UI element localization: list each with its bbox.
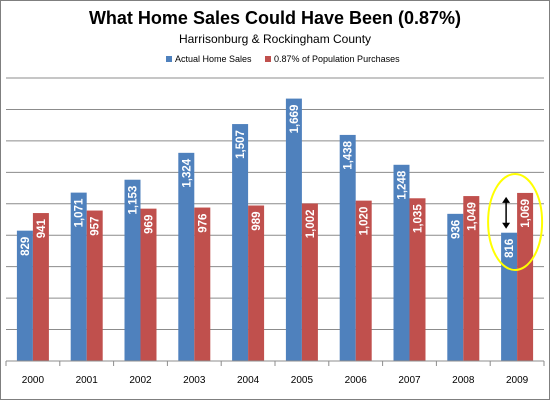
bar-population bbox=[194, 207, 211, 361]
data-label-population: 969 bbox=[144, 215, 156, 234]
bar-actual bbox=[70, 192, 87, 361]
bar-population bbox=[463, 196, 480, 361]
data-label-population: 941 bbox=[36, 218, 48, 238]
annotation bbox=[487, 173, 544, 271]
data-labels: 829 941 1,071 957 1,153 969 1,324 976 1,507 989 1,… bbox=[20, 105, 532, 258]
bar-actual bbox=[124, 179, 141, 361]
bar-population bbox=[355, 200, 372, 361]
bar-actual bbox=[285, 98, 302, 362]
data-label-actual: 1,669 bbox=[289, 105, 301, 134]
arrow-up-icon bbox=[502, 196, 511, 203]
data-label-actual: 1,071 bbox=[74, 198, 86, 227]
bar-population bbox=[86, 210, 103, 361]
x-tick-label: 2003 bbox=[183, 375, 206, 386]
data-label-population: 1,020 bbox=[359, 207, 371, 236]
x-axis: 2000 2001 2002 2003 2004 2005 2006 2007 2008 2009 bbox=[5, 360, 545, 386]
chart-title: What Home Sales Could Have Been (0.87%) bbox=[89, 8, 461, 28]
bars bbox=[16, 98, 534, 362]
bar-population bbox=[32, 213, 49, 361]
arrow-down-icon bbox=[502, 222, 511, 229]
x-tick-label: 2001 bbox=[76, 375, 99, 386]
data-label-population: 1,035 bbox=[413, 204, 425, 233]
bar-population bbox=[517, 192, 534, 361]
bar-actual bbox=[501, 232, 518, 361]
data-label-population: 989 bbox=[251, 212, 263, 231]
x-tick-label: 2002 bbox=[129, 375, 152, 386]
bar-actual bbox=[339, 134, 356, 361]
data-label-actual: 829 bbox=[20, 237, 32, 256]
data-label-population: 1,002 bbox=[305, 209, 317, 238]
x-tick-label: 2004 bbox=[237, 375, 260, 386]
data-label-actual: 936 bbox=[450, 220, 462, 239]
legend-label-population: 0.87% of Population Purchases bbox=[274, 54, 400, 64]
data-label-population: 1,049 bbox=[466, 202, 478, 231]
data-label-actual: 1,153 bbox=[128, 186, 140, 215]
x-tick-label: 2000 bbox=[22, 375, 45, 386]
data-label-actual: 1,507 bbox=[235, 130, 247, 159]
bar-actual bbox=[393, 164, 410, 361]
x-tick-label: 2008 bbox=[452, 375, 475, 386]
bar-population bbox=[409, 198, 426, 361]
bar-actual bbox=[447, 213, 464, 361]
data-label-population: 976 bbox=[197, 214, 209, 233]
chart-subtitle: Harrisonburg & Rockingham County bbox=[179, 32, 371, 46]
legend-swatch-actual bbox=[166, 56, 172, 62]
legend-swatch-population bbox=[265, 56, 271, 62]
data-label-actual: 816 bbox=[504, 239, 516, 258]
bar-actual bbox=[178, 152, 195, 361]
x-tick-label: 2007 bbox=[398, 375, 421, 386]
highlight-circle bbox=[487, 173, 544, 271]
legend-label-actual: Actual Home Sales bbox=[175, 54, 252, 64]
data-label-actual: 1,324 bbox=[181, 158, 193, 187]
x-tick-label: 2006 bbox=[345, 375, 368, 386]
x-tick-label: 2005 bbox=[291, 375, 314, 386]
bar-population bbox=[140, 208, 157, 361]
data-label-population: 1,069 bbox=[520, 199, 532, 228]
bar-actual bbox=[16, 230, 33, 361]
data-label-population: 957 bbox=[90, 217, 102, 236]
bar-actual bbox=[232, 124, 249, 362]
data-label-actual: 1,438 bbox=[343, 140, 355, 169]
bar-population bbox=[301, 203, 318, 361]
x-tick-label: 2009 bbox=[506, 375, 529, 386]
bar-population bbox=[248, 205, 265, 361]
legend: Actual Home Sales 0.87% of Population Pu… bbox=[166, 54, 400, 64]
data-label-actual: 1,248 bbox=[397, 170, 409, 199]
